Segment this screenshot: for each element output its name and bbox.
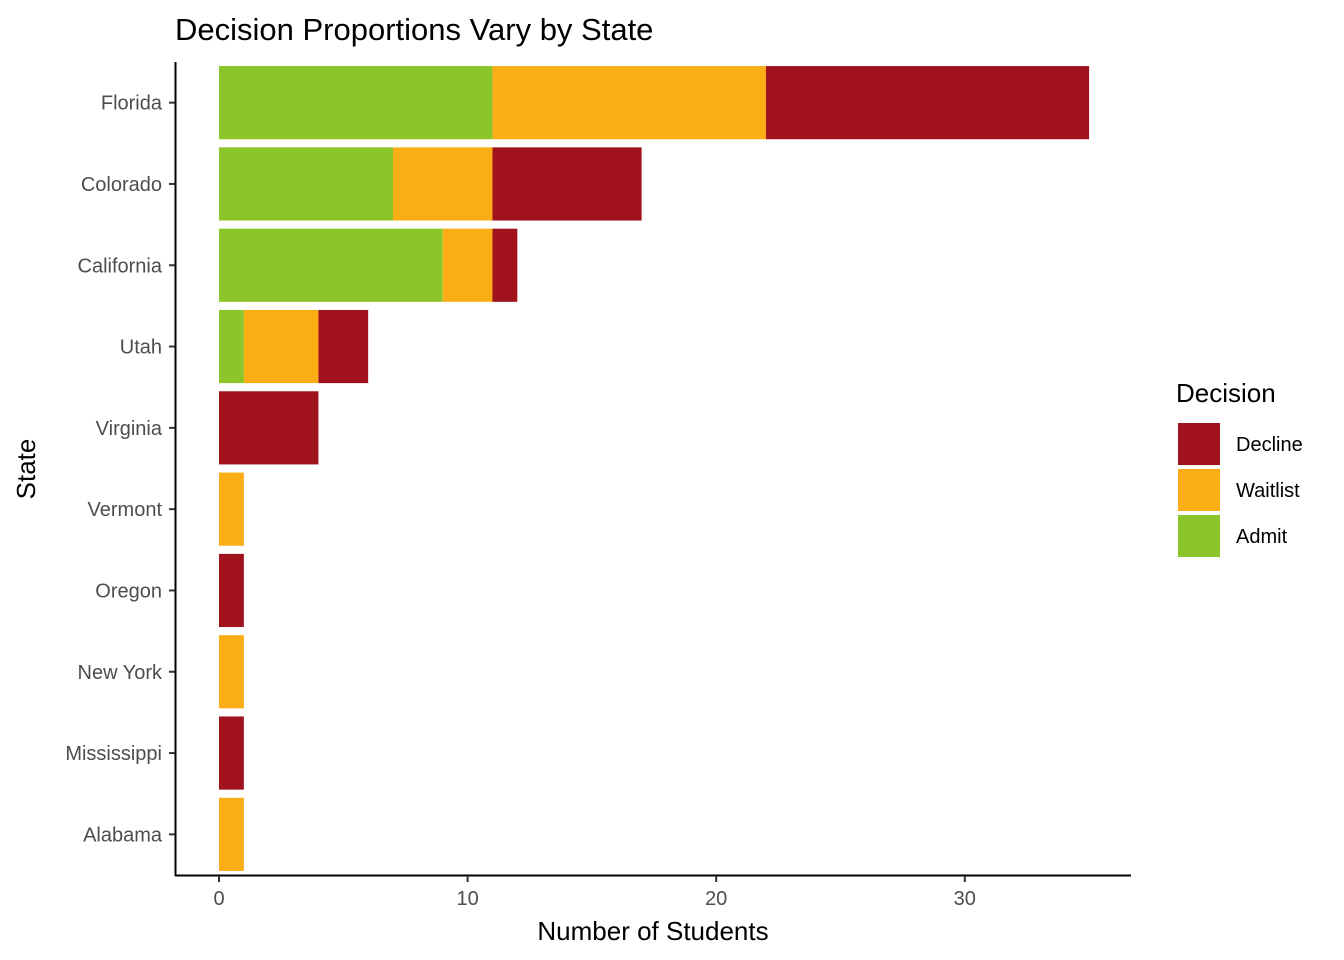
legend-label-waitlist: Waitlist <box>1236 480 1300 502</box>
bar-vermont-waitlist <box>219 472 244 546</box>
bar-virginia-decline <box>219 391 319 465</box>
bar-oregon-decline <box>219 553 244 628</box>
y-tick-label: Mississippi <box>65 743 162 765</box>
legend-label-decline: Decline <box>1236 434 1303 456</box>
bar-utah-admit <box>219 309 244 384</box>
bar-florida-decline <box>765 66 1090 140</box>
bar-utah-waitlist <box>243 309 319 384</box>
legend-swatch-decline <box>1178 423 1220 465</box>
bar-new-york-waitlist <box>219 635 244 709</box>
legend-title: Decision <box>1176 378 1276 408</box>
y-tick-label: Alabama <box>83 824 163 846</box>
legend: Decision Decline Waitlist Admit <box>1176 378 1303 557</box>
bar-california-admit <box>219 228 443 302</box>
bar-florida-waitlist <box>492 66 766 140</box>
bar-florida-admit <box>219 66 493 140</box>
y-axis-ticks: Florida Colorado California Utah Virginia Ver… <box>65 93 175 846</box>
y-tick-label: Virginia <box>96 418 163 440</box>
bar-utah-decline <box>318 309 369 384</box>
x-tick-label: 0 <box>213 888 224 910</box>
bars-layer <box>219 66 1090 871</box>
y-tick-label: Utah <box>120 337 162 359</box>
bar-california-decline <box>492 228 518 302</box>
bar-mississippi-decline <box>219 716 244 790</box>
y-tick-label: New York <box>78 662 163 684</box>
chart-title: Decision Proportions Vary by State <box>175 12 653 47</box>
x-tick-label: 20 <box>705 888 727 910</box>
legend-swatch-admit <box>1178 515 1220 557</box>
legend-label-admit: Admit <box>1236 526 1288 548</box>
bar-colorado-waitlist <box>393 147 493 221</box>
y-tick-label: California <box>78 255 163 277</box>
bar-california-waitlist <box>442 228 493 302</box>
legend-items: Decline Waitlist Admit <box>1178 423 1303 557</box>
x-axis-title: Number of Students <box>537 916 768 946</box>
y-tick-label: Oregon <box>95 580 162 602</box>
bar-colorado-admit <box>219 147 394 221</box>
bar-alabama-waitlist <box>219 797 244 871</box>
y-tick-label: Colorado <box>81 174 162 196</box>
x-axis-ticks: 0 10 20 30 <box>213 876 976 910</box>
y-axis-title: State <box>11 439 41 500</box>
legend-swatch-waitlist <box>1178 469 1220 511</box>
y-tick-label: Florida <box>101 93 163 115</box>
x-tick-label: 10 <box>456 888 478 910</box>
y-tick-label: Vermont <box>88 499 163 521</box>
bar-colorado-decline <box>492 147 642 221</box>
x-tick-label: 30 <box>954 888 976 910</box>
